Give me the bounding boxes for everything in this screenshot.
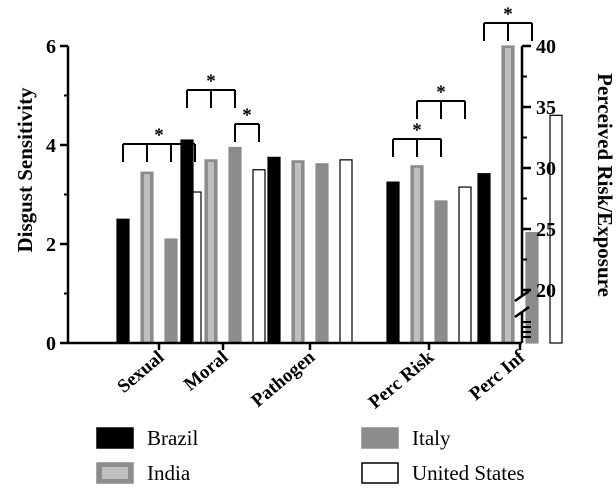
legend-label: India bbox=[147, 461, 191, 485]
y2-tick-label: 35 bbox=[536, 97, 556, 119]
bar-brazil-sexual bbox=[116, 218, 130, 344]
significance-star: * bbox=[154, 125, 164, 146]
bar-india-sexual-inner bbox=[144, 174, 150, 343]
bar-india-perc-risk-inner bbox=[414, 167, 420, 343]
y2-axis-break bbox=[514, 305, 530, 319]
legend-swatch-india-inner bbox=[102, 467, 128, 479]
bar-italy-sexual bbox=[164, 238, 178, 344]
y2-tick-label: 40 bbox=[536, 36, 556, 58]
bar-brazil-perc-inf bbox=[477, 173, 491, 344]
x-tick-label: Perc Risk bbox=[365, 346, 439, 413]
significance-star: * bbox=[412, 120, 422, 141]
bar-brazil-moral bbox=[180, 139, 194, 344]
bar-india-moral-inner bbox=[208, 161, 214, 343]
y2-axis-title: Perceived Risk/Exposure bbox=[593, 73, 616, 297]
bar-united-states-moral bbox=[252, 169, 266, 344]
bar-brazil-pathogen bbox=[267, 156, 281, 344]
bar-italy-pathogen bbox=[315, 163, 329, 344]
bar-india-perc-inf-inner bbox=[505, 48, 511, 343]
y-axis-title: Disgust Sensitivity bbox=[13, 87, 37, 253]
y-tick-label: 2 bbox=[46, 234, 56, 256]
legend-label: Brazil bbox=[147, 426, 198, 450]
x-tick-label: Perc Inf bbox=[465, 346, 529, 405]
bar-united-states-perc-risk bbox=[458, 186, 472, 344]
bar-united-states-pathogen bbox=[339, 159, 353, 344]
legend-swatch-united-states bbox=[361, 462, 399, 484]
bar-italy-perc-risk bbox=[434, 200, 448, 344]
y-tick-label: 0 bbox=[46, 333, 56, 355]
x-tick-label: Pathogen bbox=[247, 346, 319, 411]
significance-layer: * * * * * * bbox=[122, 4, 533, 162]
bars-layer bbox=[116, 45, 563, 344]
bar-italy-moral bbox=[228, 146, 242, 344]
legend-swatch-brazil bbox=[96, 427, 134, 449]
legend-swatch-italy bbox=[361, 427, 399, 449]
y2-tick-label: 20 bbox=[536, 280, 556, 302]
bar-italy-perc-inf bbox=[525, 232, 539, 344]
y2-tick-label: 30 bbox=[536, 158, 556, 180]
bar-united-states-perc-inf bbox=[549, 114, 563, 344]
legend-label: United States bbox=[412, 461, 525, 485]
y2-tick-label: 25 bbox=[536, 219, 556, 241]
x-tick-label: Sexual bbox=[113, 347, 168, 398]
y-tick-label: 6 bbox=[46, 36, 56, 58]
y-tick-label: 4 bbox=[46, 135, 56, 157]
y2-axis-break bbox=[514, 289, 530, 303]
significance-star: * bbox=[242, 105, 252, 126]
bar-india-pathogen-inner bbox=[295, 162, 301, 343]
significance-star: * bbox=[503, 4, 513, 25]
x-tick-label: Moral bbox=[180, 347, 232, 396]
bar-brazil-perc-risk bbox=[386, 181, 400, 344]
legend: Brazil India Italy United States bbox=[96, 426, 525, 485]
legend-label: Italy bbox=[412, 426, 451, 450]
significance-star: * bbox=[436, 82, 446, 103]
significance-star: * bbox=[206, 71, 216, 92]
